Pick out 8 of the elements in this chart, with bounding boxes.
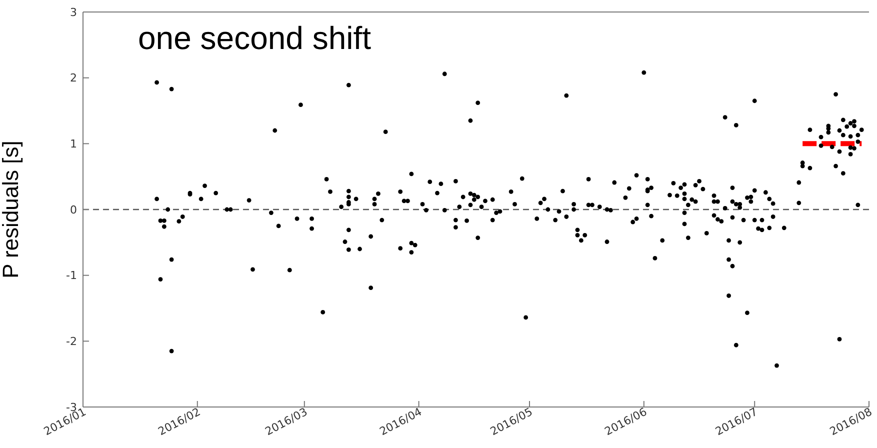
y-tick-label: 3 bbox=[70, 6, 77, 19]
y-tick-label: 1 bbox=[70, 138, 77, 151]
y-tick-label: 0 bbox=[70, 203, 77, 216]
chart-title: one second shift bbox=[138, 20, 372, 57]
y-tick-label: 2 bbox=[70, 72, 77, 85]
y-tick-label: -1 bbox=[66, 269, 77, 282]
y-axis-title: P residuals [s] bbox=[0, 140, 23, 278]
y-tick-label: -2 bbox=[66, 335, 77, 348]
